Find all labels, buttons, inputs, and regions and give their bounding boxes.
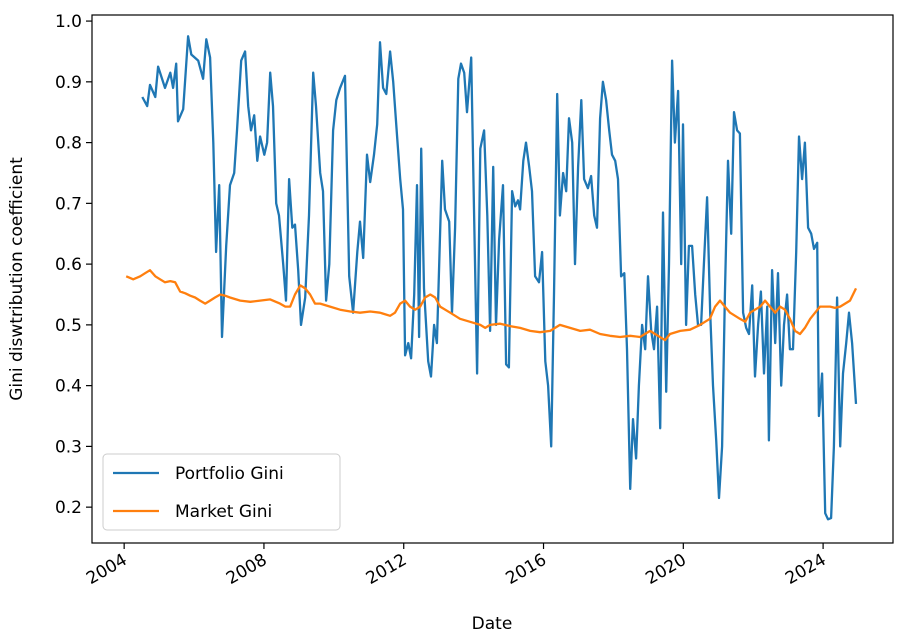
y-tick-label: 0.4	[55, 377, 82, 397]
y-tick-label: 0.3	[55, 437, 82, 457]
series-line	[141, 35, 858, 521]
plot-frame	[91, 14, 894, 544]
series-line	[125, 269, 858, 342]
y-tick-label: 0.8	[55, 134, 82, 154]
y-tick-label: 0.2	[55, 498, 82, 518]
legend-label: Market Gini	[175, 502, 272, 522]
y-axis-label: Gini diswtribution coefficient	[7, 157, 27, 401]
x-axis-label: Date	[472, 614, 513, 634]
y-tick-label: 0.9	[55, 73, 82, 93]
legend: Portfolio Gini Market Gini	[102, 453, 341, 531]
y-tick-label: 0.7	[55, 194, 82, 214]
y-tick-label: 0.5	[55, 316, 82, 336]
legend-box	[102, 453, 341, 531]
y-tick-label: 0.6	[55, 255, 82, 275]
y-tick-label: 1.0	[55, 12, 82, 32]
legend-label: Portfolio Gini	[175, 464, 284, 484]
